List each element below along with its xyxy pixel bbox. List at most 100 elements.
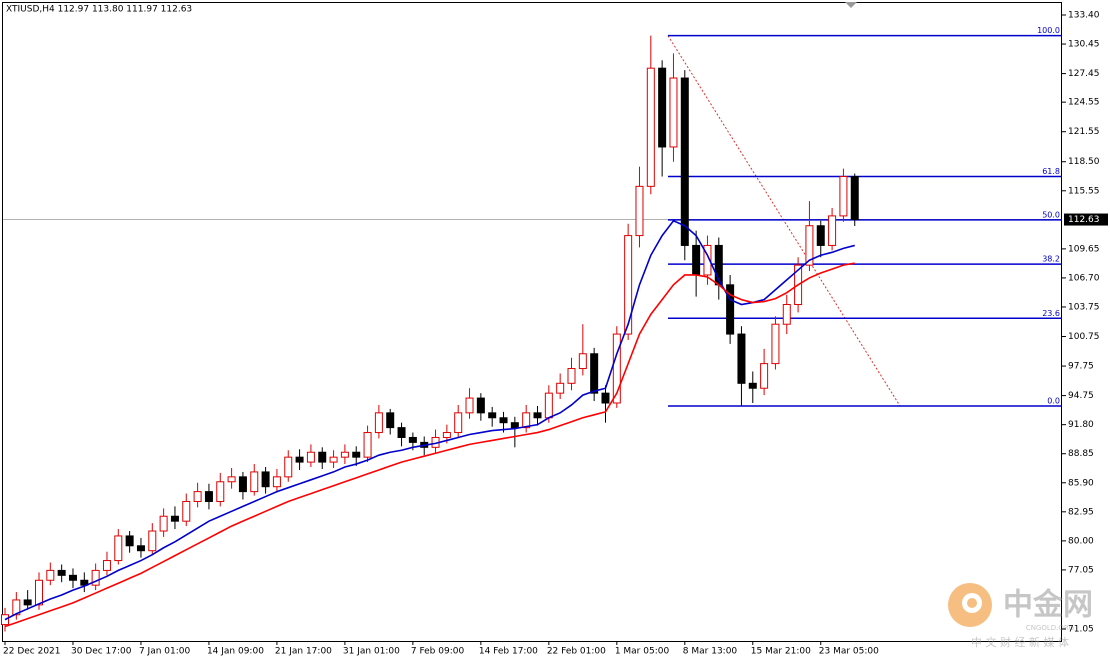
candle-body bbox=[148, 530, 157, 552]
candle-body bbox=[522, 412, 531, 429]
candle-body bbox=[476, 397, 485, 414]
candle-body bbox=[669, 77, 678, 148]
watermark-url: CNGOLD.ORG bbox=[1026, 624, 1074, 632]
x-tick-label: 21 Jan 17:00 bbox=[275, 647, 332, 657]
fib-level-label: 38.2 bbox=[1042, 255, 1060, 264]
candle-body bbox=[272, 476, 281, 488]
candle-body bbox=[284, 456, 293, 478]
fib-level-label: 61.8 bbox=[1042, 167, 1060, 176]
candle-body bbox=[510, 422, 519, 429]
candle-body bbox=[397, 427, 406, 438]
y-tick-label: 97.75 bbox=[1068, 362, 1094, 372]
candle-body bbox=[102, 560, 111, 571]
candle-body bbox=[227, 476, 236, 483]
y-tick-label: 118.50 bbox=[1068, 157, 1100, 167]
x-tick-label: 22 Feb 01:00 bbox=[547, 647, 606, 657]
candle-body bbox=[839, 176, 848, 217]
candle-body bbox=[80, 579, 89, 586]
y-tick-label: 85.90 bbox=[1068, 478, 1094, 488]
x-tick-label: 31 Jan 01:00 bbox=[343, 647, 400, 657]
candle-body bbox=[533, 412, 542, 419]
fib-level-label: 23.6 bbox=[1042, 309, 1060, 318]
current-price-label: 112.63 bbox=[1068, 215, 1100, 225]
candle-body bbox=[408, 436, 417, 443]
x-tick-label: 23 Mar 05:00 bbox=[819, 647, 879, 657]
y-tick-label: 77.05 bbox=[1068, 565, 1094, 575]
y-tick-label: 100.75 bbox=[1068, 332, 1100, 342]
y-tick-label: 109.65 bbox=[1068, 244, 1100, 254]
candle-body bbox=[204, 491, 213, 502]
y-tick-label: 80.00 bbox=[1068, 536, 1094, 546]
fib-level-label: 50.0 bbox=[1042, 210, 1060, 219]
candle-body bbox=[567, 368, 576, 384]
fib-level-label: 0.0 bbox=[1047, 396, 1060, 405]
candle-body bbox=[136, 545, 145, 552]
candle-body bbox=[737, 333, 746, 384]
candle-body bbox=[386, 412, 395, 429]
candle-body bbox=[488, 412, 497, 419]
y-tick-label: 127.45 bbox=[1068, 69, 1100, 79]
watermark: 中金网 中 文 财 经 新 媒 体 CNGOLD.ORG bbox=[948, 583, 1093, 649]
candle-body bbox=[261, 471, 270, 488]
y-tick-label: 124.55 bbox=[1068, 98, 1100, 108]
y-tick-label: 115.55 bbox=[1068, 186, 1100, 196]
candle-body bbox=[250, 471, 259, 493]
candle-body bbox=[159, 515, 168, 532]
candle-body bbox=[692, 244, 701, 276]
candle-body bbox=[68, 574, 77, 581]
x-tick-label: 1 Mar 05:00 bbox=[615, 647, 670, 657]
scroll-marker bbox=[845, 2, 857, 8]
candle-body bbox=[601, 392, 610, 404]
candle-body bbox=[91, 569, 100, 586]
candle-body bbox=[352, 451, 361, 458]
candle-body bbox=[680, 77, 689, 246]
candle-body bbox=[374, 412, 383, 434]
y-tick-label: 82.95 bbox=[1068, 507, 1094, 517]
candle-body bbox=[46, 569, 55, 581]
chart-title: XTIUSD,H4 112.97 113.80 111.97 112.63 bbox=[6, 5, 192, 15]
plot-frame bbox=[2, 2, 1062, 642]
candle-body bbox=[170, 515, 179, 522]
candle-body bbox=[658, 67, 667, 148]
candle-body bbox=[125, 535, 134, 547]
candle-body bbox=[556, 382, 565, 394]
candle-body bbox=[499, 417, 508, 424]
y-tick-label: 94.75 bbox=[1068, 391, 1094, 401]
candle-body bbox=[295, 456, 304, 463]
candle-body bbox=[578, 353, 587, 370]
candle-body bbox=[465, 397, 474, 414]
candle-body bbox=[363, 432, 372, 458]
y-tick-label: 121.55 bbox=[1068, 127, 1100, 137]
y-tick-label: 106.70 bbox=[1068, 273, 1100, 283]
x-tick-label: 7 Jan 01:00 bbox=[139, 647, 191, 657]
candle-body bbox=[442, 432, 451, 438]
logo-dot bbox=[967, 598, 977, 608]
x-tick-label: 7 Feb 09:00 bbox=[411, 647, 465, 657]
candle-body bbox=[114, 535, 123, 562]
candle-body bbox=[238, 476, 247, 493]
candle-body bbox=[216, 481, 225, 502]
fib-trendline bbox=[667, 35, 901, 407]
candle-body bbox=[760, 363, 769, 389]
candle-body bbox=[805, 225, 814, 266]
x-tick-label: 22 Dec 2021 bbox=[3, 647, 61, 657]
candle-body bbox=[23, 599, 32, 606]
x-tick-label: 8 Mar 13:00 bbox=[683, 647, 738, 657]
candle-body bbox=[850, 176, 859, 221]
fib-level-label: 100.0 bbox=[1037, 26, 1060, 35]
watermark-name: 中金网 bbox=[1003, 588, 1093, 623]
y-tick-label: 91.80 bbox=[1068, 420, 1094, 430]
moving-average bbox=[4, 262, 855, 628]
candle-body bbox=[590, 353, 599, 394]
x-tick-label: 14 Feb 17:00 bbox=[479, 647, 538, 657]
candle-body bbox=[646, 67, 655, 187]
candle-body bbox=[34, 579, 43, 606]
candle-body bbox=[318, 451, 327, 463]
y-tick-label: 103.75 bbox=[1068, 302, 1100, 312]
y-tick-label: 130.45 bbox=[1068, 40, 1100, 50]
x-tick-label: 15 Mar 21:00 bbox=[751, 647, 811, 657]
candle-body bbox=[57, 569, 66, 576]
y-tick-label: 71.05 bbox=[1068, 625, 1094, 635]
